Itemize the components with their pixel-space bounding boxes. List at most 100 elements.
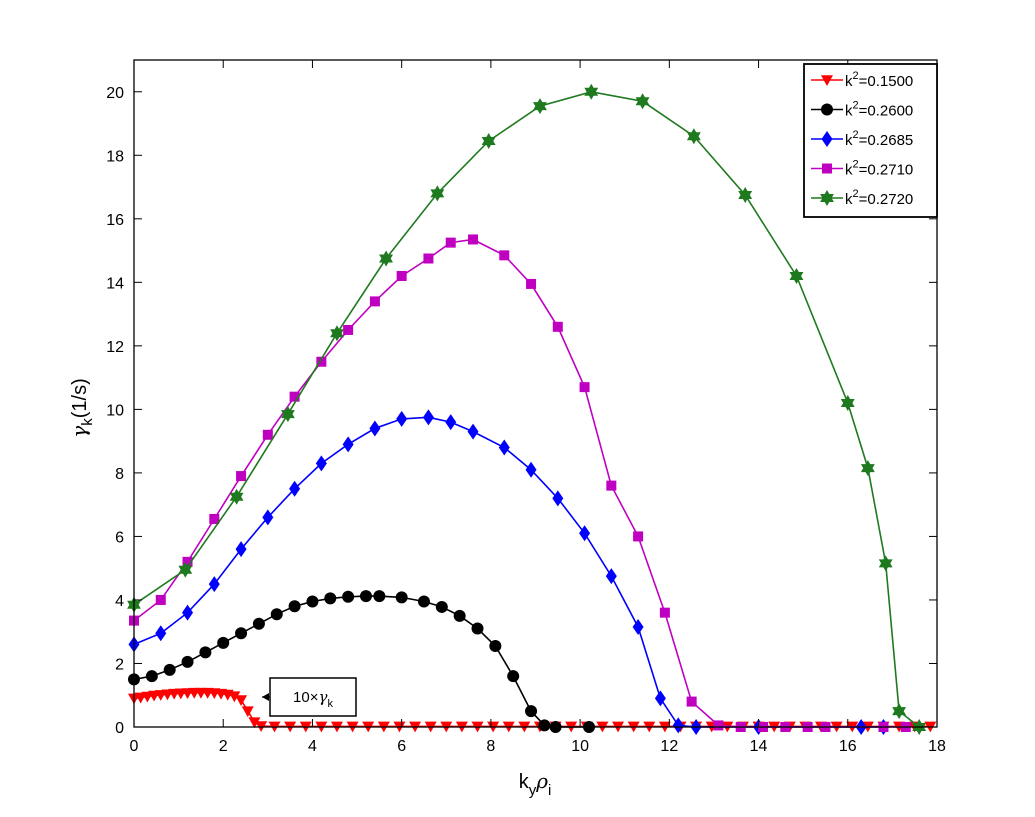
data-point: [632, 618, 644, 635]
annotation-text: 10×γk: [293, 688, 333, 710]
data-point: [498, 439, 510, 456]
legend-item-1: k2=0.2600: [811, 100, 913, 120]
data-point: [552, 321, 563, 332]
legend-label-exp: 2: [853, 188, 859, 200]
annotation-arrow-head: [262, 693, 269, 701]
legend-label-base: k: [845, 103, 853, 120]
data-point: [270, 608, 283, 621]
data-point: [422, 409, 434, 426]
legend-marker: [821, 75, 833, 86]
axes-box: [133, 59, 938, 728]
legend-label-base: k: [845, 162, 853, 179]
legend-item-3: k2=0.2710: [811, 159, 913, 179]
data-point: [579, 525, 591, 542]
legend-label-value: =0.2720: [859, 191, 914, 208]
x-tick-label: 0: [130, 738, 139, 755]
y-axis-label-sub: k: [79, 418, 96, 426]
data-point: [526, 278, 537, 289]
y-tick-label: 12: [106, 339, 124, 356]
data-point: [467, 423, 479, 440]
legend-label-value: =0.2600: [859, 103, 914, 120]
star-triangle-down: [178, 565, 193, 578]
data-point: [633, 531, 644, 542]
star-triangle-down: [840, 399, 855, 411]
data-point: [315, 455, 327, 472]
data-point: [659, 607, 670, 618]
y-tick-label: 20: [106, 85, 124, 102]
data-point: [369, 420, 381, 437]
legend-label-value: =0.2710: [859, 162, 914, 179]
data-point: [445, 414, 457, 431]
star-triangle-down: [584, 87, 599, 100]
data-point: [316, 356, 327, 367]
data-point: [241, 706, 254, 718]
legend-label-base: k: [845, 132, 853, 149]
data-point: [396, 410, 408, 427]
data-point: [182, 556, 193, 567]
star-triangle-down: [789, 272, 804, 284]
data-point: [289, 391, 300, 402]
legend-marker: [821, 103, 833, 116]
data-point: [525, 461, 537, 478]
star-triangle-down: [229, 492, 244, 505]
data-point: [499, 250, 510, 261]
data-point: [686, 128, 701, 145]
data-point: [606, 480, 617, 491]
legend-label: k2=0.2600: [845, 100, 913, 120]
star-triangle-down: [686, 132, 701, 145]
star-triangle-down: [878, 559, 893, 572]
y-tick-label: 4: [115, 593, 124, 610]
annotation: 10×γk: [262, 677, 357, 717]
legend-label-value: =0.1500: [859, 73, 914, 90]
x-tick-label: 18: [928, 738, 946, 755]
data-point: [262, 429, 273, 440]
legend-label-exp: 2: [853, 70, 859, 82]
legend-label: k2=0.1500: [845, 70, 913, 90]
legend-item-2: k2=0.2685: [811, 129, 913, 149]
star-triangle-down: [330, 329, 344, 342]
data-point: [342, 590, 355, 603]
x-axis-label: kyρi: [519, 769, 552, 799]
data-point: [430, 185, 445, 202]
data-point: [330, 325, 344, 342]
data-point: [324, 592, 337, 605]
star-triangle-down: [860, 464, 875, 477]
data-point: [208, 576, 220, 593]
data-point: [489, 640, 502, 653]
data-point: [453, 609, 466, 622]
data-point: [840, 395, 855, 411]
y-tick-label: 18: [106, 148, 124, 165]
data-point: [471, 622, 484, 635]
legend-marker: [821, 131, 833, 147]
x-axis-label-sub: y: [529, 782, 537, 799]
data-point: [359, 590, 372, 603]
legend-label: k2=0.2720: [845, 188, 913, 208]
data-point: [672, 717, 684, 734]
data-point: [686, 696, 697, 707]
data-point: [248, 717, 261, 729]
data-point: [288, 600, 301, 613]
annotation-greek: γ: [318, 688, 327, 706]
star-triangle-down: [430, 189, 445, 202]
data-point: [789, 268, 804, 284]
data-point: [209, 513, 220, 524]
legend-marker: [820, 190, 834, 206]
star-triangle-down: [892, 707, 906, 720]
data-point: [369, 296, 380, 307]
data-point: [236, 471, 247, 482]
data-point: [343, 324, 354, 335]
data-point: [252, 617, 265, 630]
data-point: [538, 719, 551, 732]
y-tick-label: 2: [115, 656, 124, 673]
data-point: [584, 83, 599, 100]
data-point: [229, 488, 244, 505]
data-point: [155, 594, 166, 605]
data-point: [199, 646, 212, 659]
y-tick-label: 8: [115, 466, 124, 483]
x-axis-label-greek: ρ: [535, 769, 548, 793]
data-point: [281, 406, 295, 423]
series-4: [127, 83, 927, 735]
data-point: [713, 720, 724, 731]
data-point: [373, 590, 386, 603]
legend-label-exp: 2: [853, 159, 859, 171]
